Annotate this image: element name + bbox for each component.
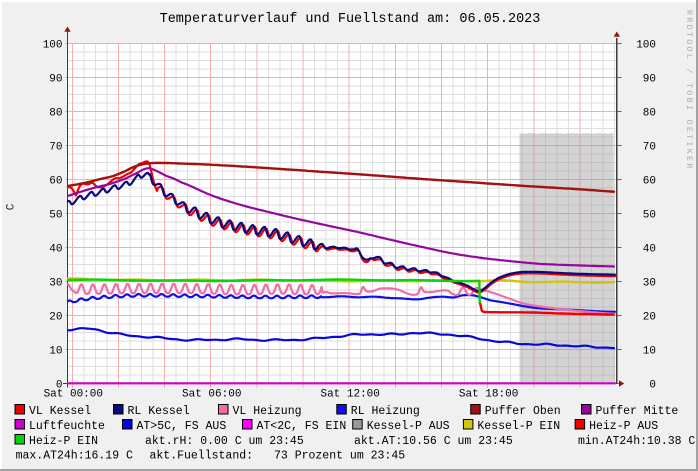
svg-text:RL Kessel: RL Kessel <box>128 405 190 418</box>
svg-text:Puffer Oben: Puffer Oben <box>485 405 561 418</box>
svg-text:20: 20 <box>643 311 656 323</box>
svg-text:Luftfeuchte: Luftfeuchte <box>29 420 105 433</box>
svg-text:60: 60 <box>49 175 62 187</box>
svg-text:20: 20 <box>49 311 62 323</box>
svg-text:min.AT24h:10.38 C: min.AT24h:10.38 C <box>578 435 695 448</box>
svg-text:60: 60 <box>643 175 656 187</box>
svg-text:Temperaturverlauf und Fuellsta: Temperaturverlauf und Fuellstand am: 06.… <box>160 12 541 27</box>
svg-text:50: 50 <box>643 209 656 221</box>
svg-text:akt.rH: 0.00 C um 23:45: akt.rH: 0.00 C um 23:45 <box>145 435 304 448</box>
svg-text:40: 40 <box>643 243 656 255</box>
svg-text:100: 100 <box>43 39 63 51</box>
svg-text:akt.Fuellstand:: akt.Fuellstand: <box>150 450 254 463</box>
svg-text:C: C <box>6 203 18 210</box>
svg-text:Kessel-P EIN: Kessel-P EIN <box>477 420 560 433</box>
svg-text:RRDTOOL / TOBI OETIKER: RRDTOOL / TOBI OETIKER <box>684 10 694 171</box>
svg-text:Sat 12:00: Sat 12:00 <box>320 389 379 401</box>
svg-text:100: 100 <box>636 39 656 51</box>
svg-text:90: 90 <box>643 73 656 85</box>
svg-text:Kessel-P AUS: Kessel-P AUS <box>367 420 450 433</box>
svg-text:akt.AT:10.56 C um 23:45: akt.AT:10.56 C um 23:45 <box>354 435 513 448</box>
svg-text:40: 40 <box>49 243 62 255</box>
svg-text:80: 80 <box>49 107 62 119</box>
svg-text:AT<2C, FS EIN: AT<2C, FS EIN <box>257 420 347 433</box>
svg-text:90: 90 <box>49 73 62 85</box>
svg-text:73 Prozent um 23:45: 73 Prozent um 23:45 <box>274 450 405 463</box>
svg-text:Sat 00:00: Sat 00:00 <box>44 389 103 401</box>
svg-text:VL Kessel: VL Kessel <box>29 405 91 418</box>
svg-text:30: 30 <box>643 277 656 289</box>
svg-text:Sat 18:00: Sat 18:00 <box>459 389 518 401</box>
svg-text:Heiz-P AUS: Heiz-P AUS <box>589 420 658 433</box>
svg-text:max.AT24h:16.19 C: max.AT24h:16.19 C <box>16 450 133 463</box>
svg-text:10: 10 <box>49 345 62 357</box>
svg-text:0: 0 <box>649 379 656 391</box>
svg-text:30: 30 <box>49 277 62 289</box>
svg-text:80: 80 <box>643 107 656 119</box>
svg-text:AT>5C, FS AUS: AT>5C, FS AUS <box>137 420 227 433</box>
svg-text:Puffer Mitte: Puffer Mitte <box>596 405 679 418</box>
svg-text:10: 10 <box>643 345 656 357</box>
svg-text:50: 50 <box>49 209 62 221</box>
svg-text:RL Heizung: RL Heizung <box>351 405 420 418</box>
svg-text:Sat 06:00: Sat 06:00 <box>182 389 241 401</box>
svg-text:0: 0 <box>56 379 63 391</box>
svg-text:Heiz-P EIN: Heiz-P EIN <box>29 435 98 448</box>
svg-text:70: 70 <box>49 141 62 153</box>
svg-text:VL Heizung: VL Heizung <box>233 405 302 418</box>
svg-text:70: 70 <box>643 141 656 153</box>
